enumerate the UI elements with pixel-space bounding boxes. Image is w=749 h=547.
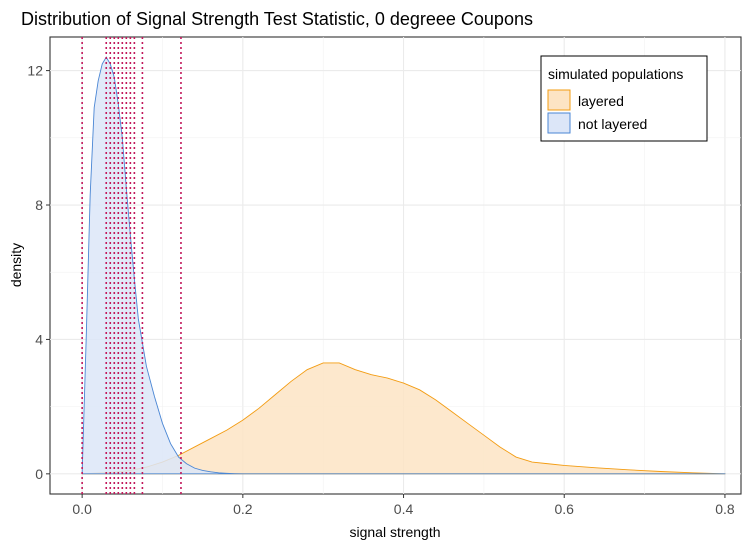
- y-axis-label: density: [8, 243, 24, 287]
- y-tick-label: 4: [35, 331, 43, 347]
- plot-panel-border: [49, 36, 742, 495]
- legend-entries: layered not layered: [547, 89, 647, 134]
- legend-label: layered: [578, 93, 624, 109]
- y-axis-ticks: 0 4 8 12: [27, 63, 50, 482]
- x-tick-label: 0.8: [715, 501, 735, 517]
- x-tick-label: 0.6: [554, 501, 574, 517]
- threshold-lines: [81, 37, 182, 494]
- density-area-not-layered: [81, 56, 726, 475]
- legend-label: not layered: [578, 116, 647, 132]
- x-axis-label: signal strength: [349, 524, 440, 540]
- x-tick-label: 0.2: [233, 501, 253, 517]
- legend-key-layered: [547, 89, 571, 111]
- x-tick-label: 0.4: [394, 501, 414, 517]
- x-axis-ticks: 0.0 0.2 0.4 0.6 0.8: [72, 494, 735, 517]
- chart-title: Distribution of Signal Strength Test Sta…: [21, 9, 533, 29]
- legend-title: simulated populations: [548, 66, 683, 82]
- y-tick-label: 12: [27, 63, 43, 79]
- y-tick-label: 8: [35, 197, 43, 213]
- legend: simulated populations layered not layered: [540, 55, 708, 142]
- legend-key-not-layered: [547, 112, 571, 134]
- x-tick-label: 0.0: [72, 501, 92, 517]
- y-tick-label: 0: [35, 466, 43, 482]
